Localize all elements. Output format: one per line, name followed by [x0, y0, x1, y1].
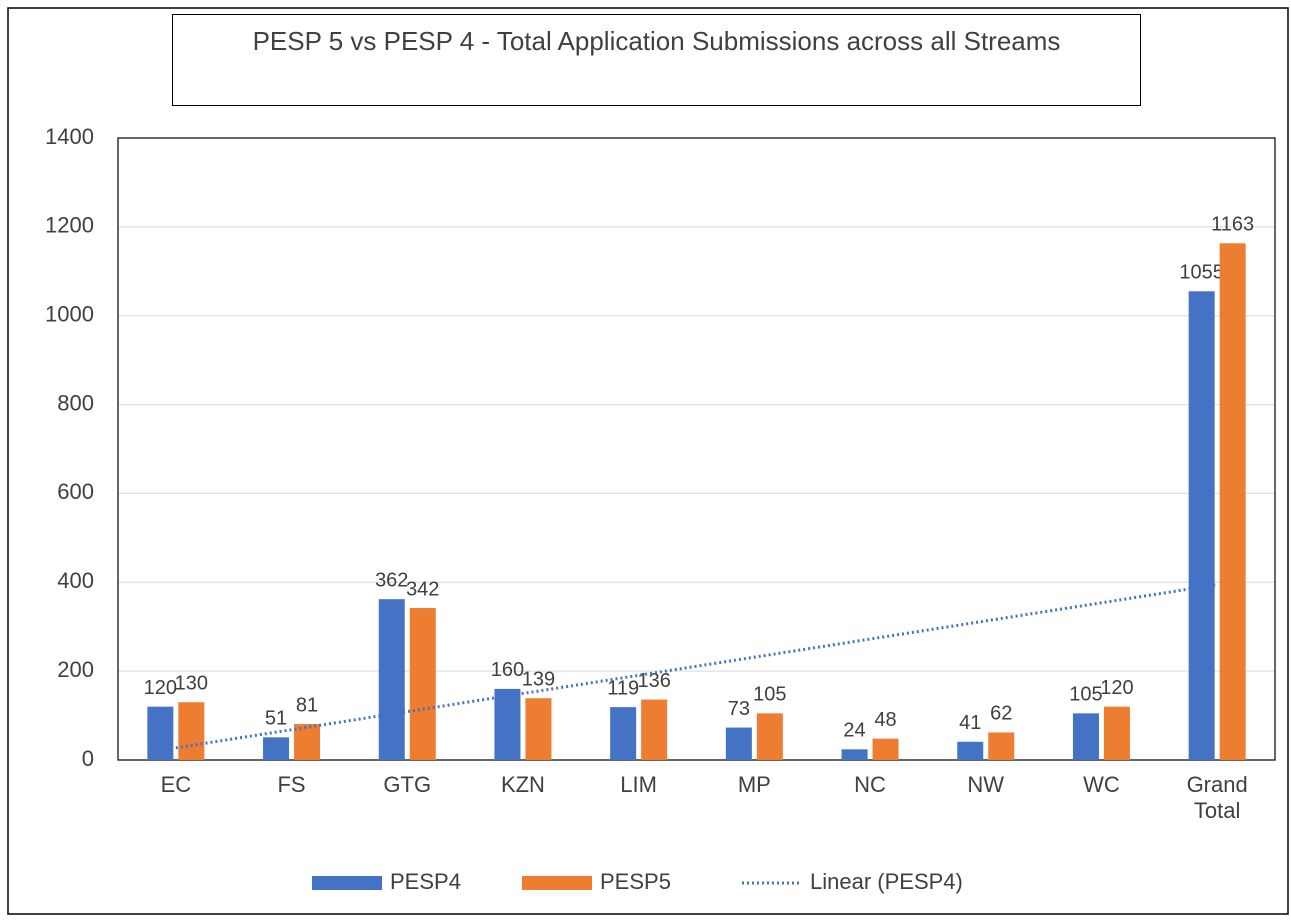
data-label: 160	[491, 659, 524, 681]
y-tick-label: 1000	[45, 302, 94, 327]
y-tick-label: 1200	[45, 213, 94, 238]
bar	[263, 737, 290, 760]
bar	[409, 608, 436, 760]
y-tick-label: 0	[82, 746, 94, 771]
legend-label: PESP5	[600, 869, 671, 894]
bar	[957, 741, 984, 760]
x-tick-label: NW	[967, 772, 1005, 797]
x-tick-label: FS	[277, 772, 306, 797]
data-label: 41	[959, 712, 981, 734]
trendline	[175, 583, 1218, 750]
y-tick-label: 800	[57, 390, 94, 415]
bar	[1072, 713, 1099, 760]
bar	[988, 732, 1015, 760]
chart-border	[7, 7, 1289, 915]
y-tick-label: 200	[57, 657, 94, 682]
data-label: 73	[728, 698, 750, 720]
bar	[178, 702, 205, 760]
data-label: 48	[874, 709, 896, 731]
data-label: 1055	[1179, 262, 1224, 284]
data-label: 136	[637, 670, 670, 692]
x-tick-label: LIM	[620, 772, 657, 797]
legend-swatch	[522, 876, 592, 890]
data-label: 120	[144, 677, 177, 699]
x-tick-label: KZN	[500, 772, 545, 797]
x-tick-label: Grand Total	[1186, 772, 1248, 823]
data-label: 105	[753, 684, 786, 706]
bar	[1103, 706, 1130, 760]
data-label: 24	[843, 720, 865, 742]
data-label: 105	[1069, 684, 1102, 706]
data-label: 342	[406, 578, 439, 600]
bar	[1188, 291, 1215, 760]
data-label: 62	[990, 703, 1012, 725]
x-tick-label: MP	[737, 772, 771, 797]
bar	[841, 749, 868, 760]
data-label: 119	[607, 677, 639, 699]
bar	[1219, 243, 1246, 760]
y-tick-label: 400	[57, 568, 94, 593]
bar	[756, 713, 783, 760]
bar	[294, 724, 321, 760]
data-label: 130	[175, 673, 208, 695]
legend-label: Linear (PESP4)	[810, 869, 963, 894]
data-label: 362	[375, 569, 408, 591]
data-label: 51	[265, 708, 287, 730]
data-label: 81	[296, 694, 318, 716]
chart-title: PESP 5 vs PESP 4 - Total Application Sub…	[172, 14, 1141, 106]
x-tick-label: GTG	[383, 772, 432, 797]
x-tick-label: NC	[854, 772, 886, 797]
legend-label: PESP4	[390, 869, 461, 894]
bar	[494, 688, 521, 760]
bar	[525, 698, 552, 760]
plot-border	[117, 137, 1276, 761]
bar	[610, 707, 637, 760]
y-tick-label: 600	[57, 479, 94, 504]
bar	[378, 599, 405, 760]
data-label: 120	[1100, 677, 1133, 699]
bar	[641, 699, 668, 760]
x-tick-label: EC	[160, 772, 192, 797]
legend-swatch	[312, 876, 382, 890]
data-label: 1163	[1211, 214, 1254, 236]
bar	[725, 727, 752, 760]
bar	[147, 706, 174, 760]
bar	[872, 738, 899, 760]
y-tick-label: 1400	[45, 124, 94, 149]
x-tick-label: WC	[1083, 772, 1120, 797]
data-label: 139	[522, 669, 555, 691]
